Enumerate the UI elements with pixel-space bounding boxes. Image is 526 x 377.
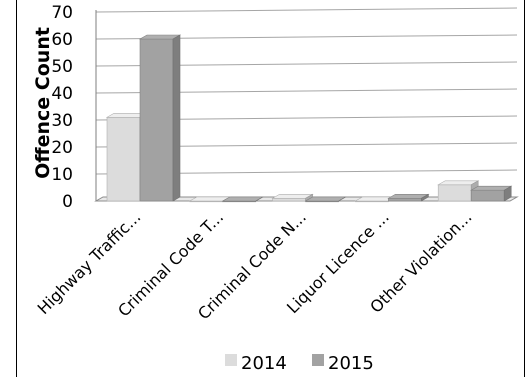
bar-2015-1 [221, 196, 264, 203]
legend-label: 2015 [328, 353, 374, 374]
legend-item-2014: 2014 [225, 353, 287, 374]
y-tick-label: 20 [51, 138, 73, 158]
bar-side [338, 196, 346, 202]
bar-side [421, 193, 429, 202]
y-tick-label: 30 [51, 111, 73, 131]
bar-front [106, 117, 141, 202]
bar-front [388, 198, 422, 202]
legend-item-2015: 2015 [312, 353, 374, 374]
y-axis-label: Offence Count [32, 27, 54, 179]
category-labels: Highway Traffic...Criminal Code T...Crim… [34, 207, 476, 323]
bar-2015-0 [138, 34, 182, 202]
y-tick-label: 70 [51, 3, 73, 23]
bar-side [172, 34, 181, 202]
bar-2015-2 [304, 196, 347, 203]
bar-2014-2 [271, 193, 314, 202]
legend: 2014 2015 [225, 353, 374, 374]
bar-front [272, 198, 306, 202]
legend-swatch [225, 354, 237, 366]
y-tick-label: 10 [51, 165, 73, 185]
legend-label: 2014 [241, 353, 287, 374]
y-tick-label: 50 [51, 57, 73, 77]
bar-front [470, 189, 505, 202]
bars [105, 34, 513, 203]
bar-side [503, 185, 512, 202]
bar-front [437, 184, 472, 202]
bar-2015-4 [470, 185, 513, 202]
legend-swatch [312, 354, 324, 366]
gridline [95, 7, 518, 13]
y-tick-label: 0 [62, 192, 73, 212]
bar-front [139, 38, 174, 202]
y-axis-ticks: 0 10 20 30 40 50 60 70 [51, 3, 73, 212]
y-tick-label: 60 [51, 30, 73, 50]
bar-2015-3 [387, 193, 430, 202]
y-tick-label: 40 [51, 84, 73, 104]
bar-side [255, 196, 263, 202]
